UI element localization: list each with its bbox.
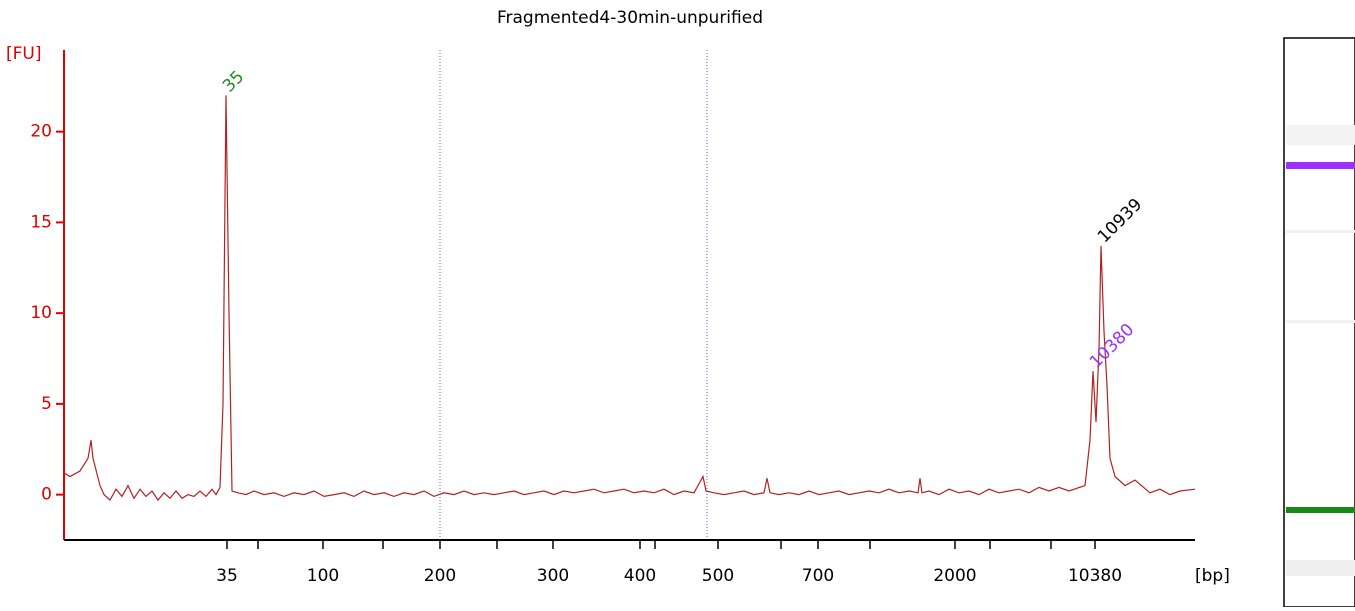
gel-band	[1286, 507, 1355, 513]
y-tick-label: 0	[41, 485, 52, 505]
trace	[63, 95, 1196, 502]
peak-label: 35	[219, 67, 248, 96]
gel-smear	[1286, 320, 1355, 323]
x-tick-label: 500	[702, 566, 734, 586]
x-tick-label: 700	[802, 566, 834, 586]
gel-smear	[1286, 560, 1355, 576]
x-tick-label: 100	[307, 566, 339, 586]
x-axis-label: [bp]	[1195, 566, 1230, 586]
x-tick-label: 2000	[933, 566, 976, 586]
x-tick-label: 400	[624, 566, 656, 586]
y-axis-label: [FU]	[6, 44, 42, 64]
y-tick-label: 5	[41, 394, 52, 414]
gel-band	[1286, 162, 1355, 169]
x-tick-label: 300	[537, 566, 569, 586]
peak-label: 10380	[1086, 320, 1138, 372]
y-tick-label: 15	[30, 212, 52, 232]
x-tick-label: 35	[216, 566, 238, 586]
x-tick-label: 200	[424, 566, 456, 586]
peak-label: 10939	[1094, 195, 1146, 247]
gel-smear	[1286, 230, 1355, 233]
chart-title: Fragmented4-30min-unpurified	[497, 8, 763, 28]
gel-lane	[1283, 37, 1355, 608]
y-tick-label: 20	[30, 122, 52, 142]
x-tick-label: 10380	[1068, 566, 1122, 586]
y-tick-label: 10	[30, 303, 52, 323]
gel-smear	[1286, 125, 1355, 145]
